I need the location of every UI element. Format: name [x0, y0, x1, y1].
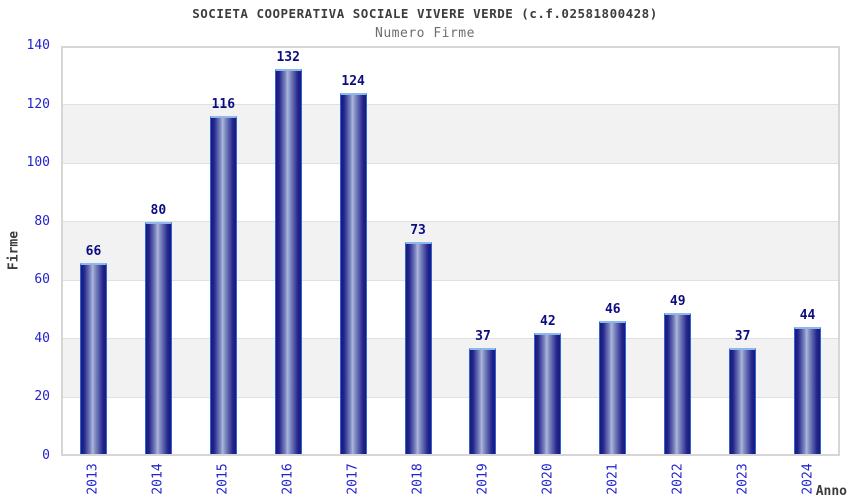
- x-tick-label: 2021: [605, 463, 621, 495]
- gridline: [61, 279, 840, 281]
- x-tick-label: 2018: [410, 463, 426, 495]
- gridline: [61, 221, 840, 223]
- x-axis-title: Anno: [815, 484, 847, 499]
- gridline: [61, 338, 840, 340]
- x-tick-label: 2024: [800, 463, 816, 495]
- bar-2017: [339, 92, 367, 456]
- bar-2024: [794, 327, 822, 456]
- x-tick-label: 2020: [540, 463, 556, 495]
- bar-value-label: 37: [475, 328, 491, 344]
- gridline: [61, 162, 840, 164]
- bar-value-label: 44: [799, 308, 816, 324]
- y-tick-label: 140: [26, 38, 50, 53]
- y-tick-label: 120: [26, 96, 50, 112]
- x-tick-label: 2017: [345, 463, 361, 495]
- bar-2021: [599, 321, 627, 456]
- bar-2022: [664, 312, 692, 456]
- bar-value-label: 49: [669, 293, 686, 309]
- bar-value-label: 46: [604, 302, 621, 318]
- bar-2018: [404, 242, 432, 456]
- gridline: [61, 396, 840, 398]
- y-tick-label: 80: [34, 213, 50, 229]
- y-tick-label: 20: [34, 389, 50, 405]
- x-tick-label: 2016: [280, 463, 296, 495]
- bar-2015: [209, 116, 237, 456]
- chart-title: SOCIETA COOPERATIVA SOCIALE VIVERE VERDE…: [192, 6, 658, 21]
- grid-band: [61, 104, 840, 164]
- x-tick-label: 2015: [215, 463, 231, 495]
- bar-value-label: 42: [540, 314, 556, 329]
- bar-value-label: 116: [211, 97, 236, 113]
- plot-area: 66 80 116 132 124 73 37 42 46 49 37 44: [61, 46, 840, 456]
- x-tick-label: 2014: [150, 463, 166, 495]
- y-tick-label: 40: [34, 330, 50, 346]
- bar-2016: [274, 69, 302, 456]
- bar-2013: [79, 262, 107, 456]
- y-axis-title: Firme: [6, 230, 22, 271]
- y-tick-label: 60: [34, 272, 50, 288]
- bar-2019: [469, 347, 497, 456]
- y-tick-label: 100: [26, 155, 50, 171]
- bar-value-label: 73: [410, 223, 426, 239]
- x-tick-label: 2019: [475, 463, 491, 495]
- x-tick-label: 2022: [670, 463, 686, 495]
- bar-value-label: 66: [85, 243, 102, 259]
- bar-2014: [144, 221, 172, 456]
- chart-subtitle: Numero Firme: [375, 26, 475, 41]
- x-tick-label: 2023: [735, 463, 751, 495]
- bar-value-label: 132: [276, 50, 300, 66]
- grid-band: [61, 221, 840, 281]
- bar-2023: [729, 347, 757, 456]
- bar-value-label: 124: [341, 73, 365, 89]
- bar-value-label: 37: [734, 328, 751, 344]
- y-tick-label: 0: [42, 448, 50, 463]
- bar-value-label: 80: [150, 202, 167, 218]
- bar-2020: [534, 333, 562, 456]
- gridline: [61, 104, 840, 106]
- x-tick-label: 2013: [85, 463, 101, 495]
- grid-band: [61, 338, 840, 398]
